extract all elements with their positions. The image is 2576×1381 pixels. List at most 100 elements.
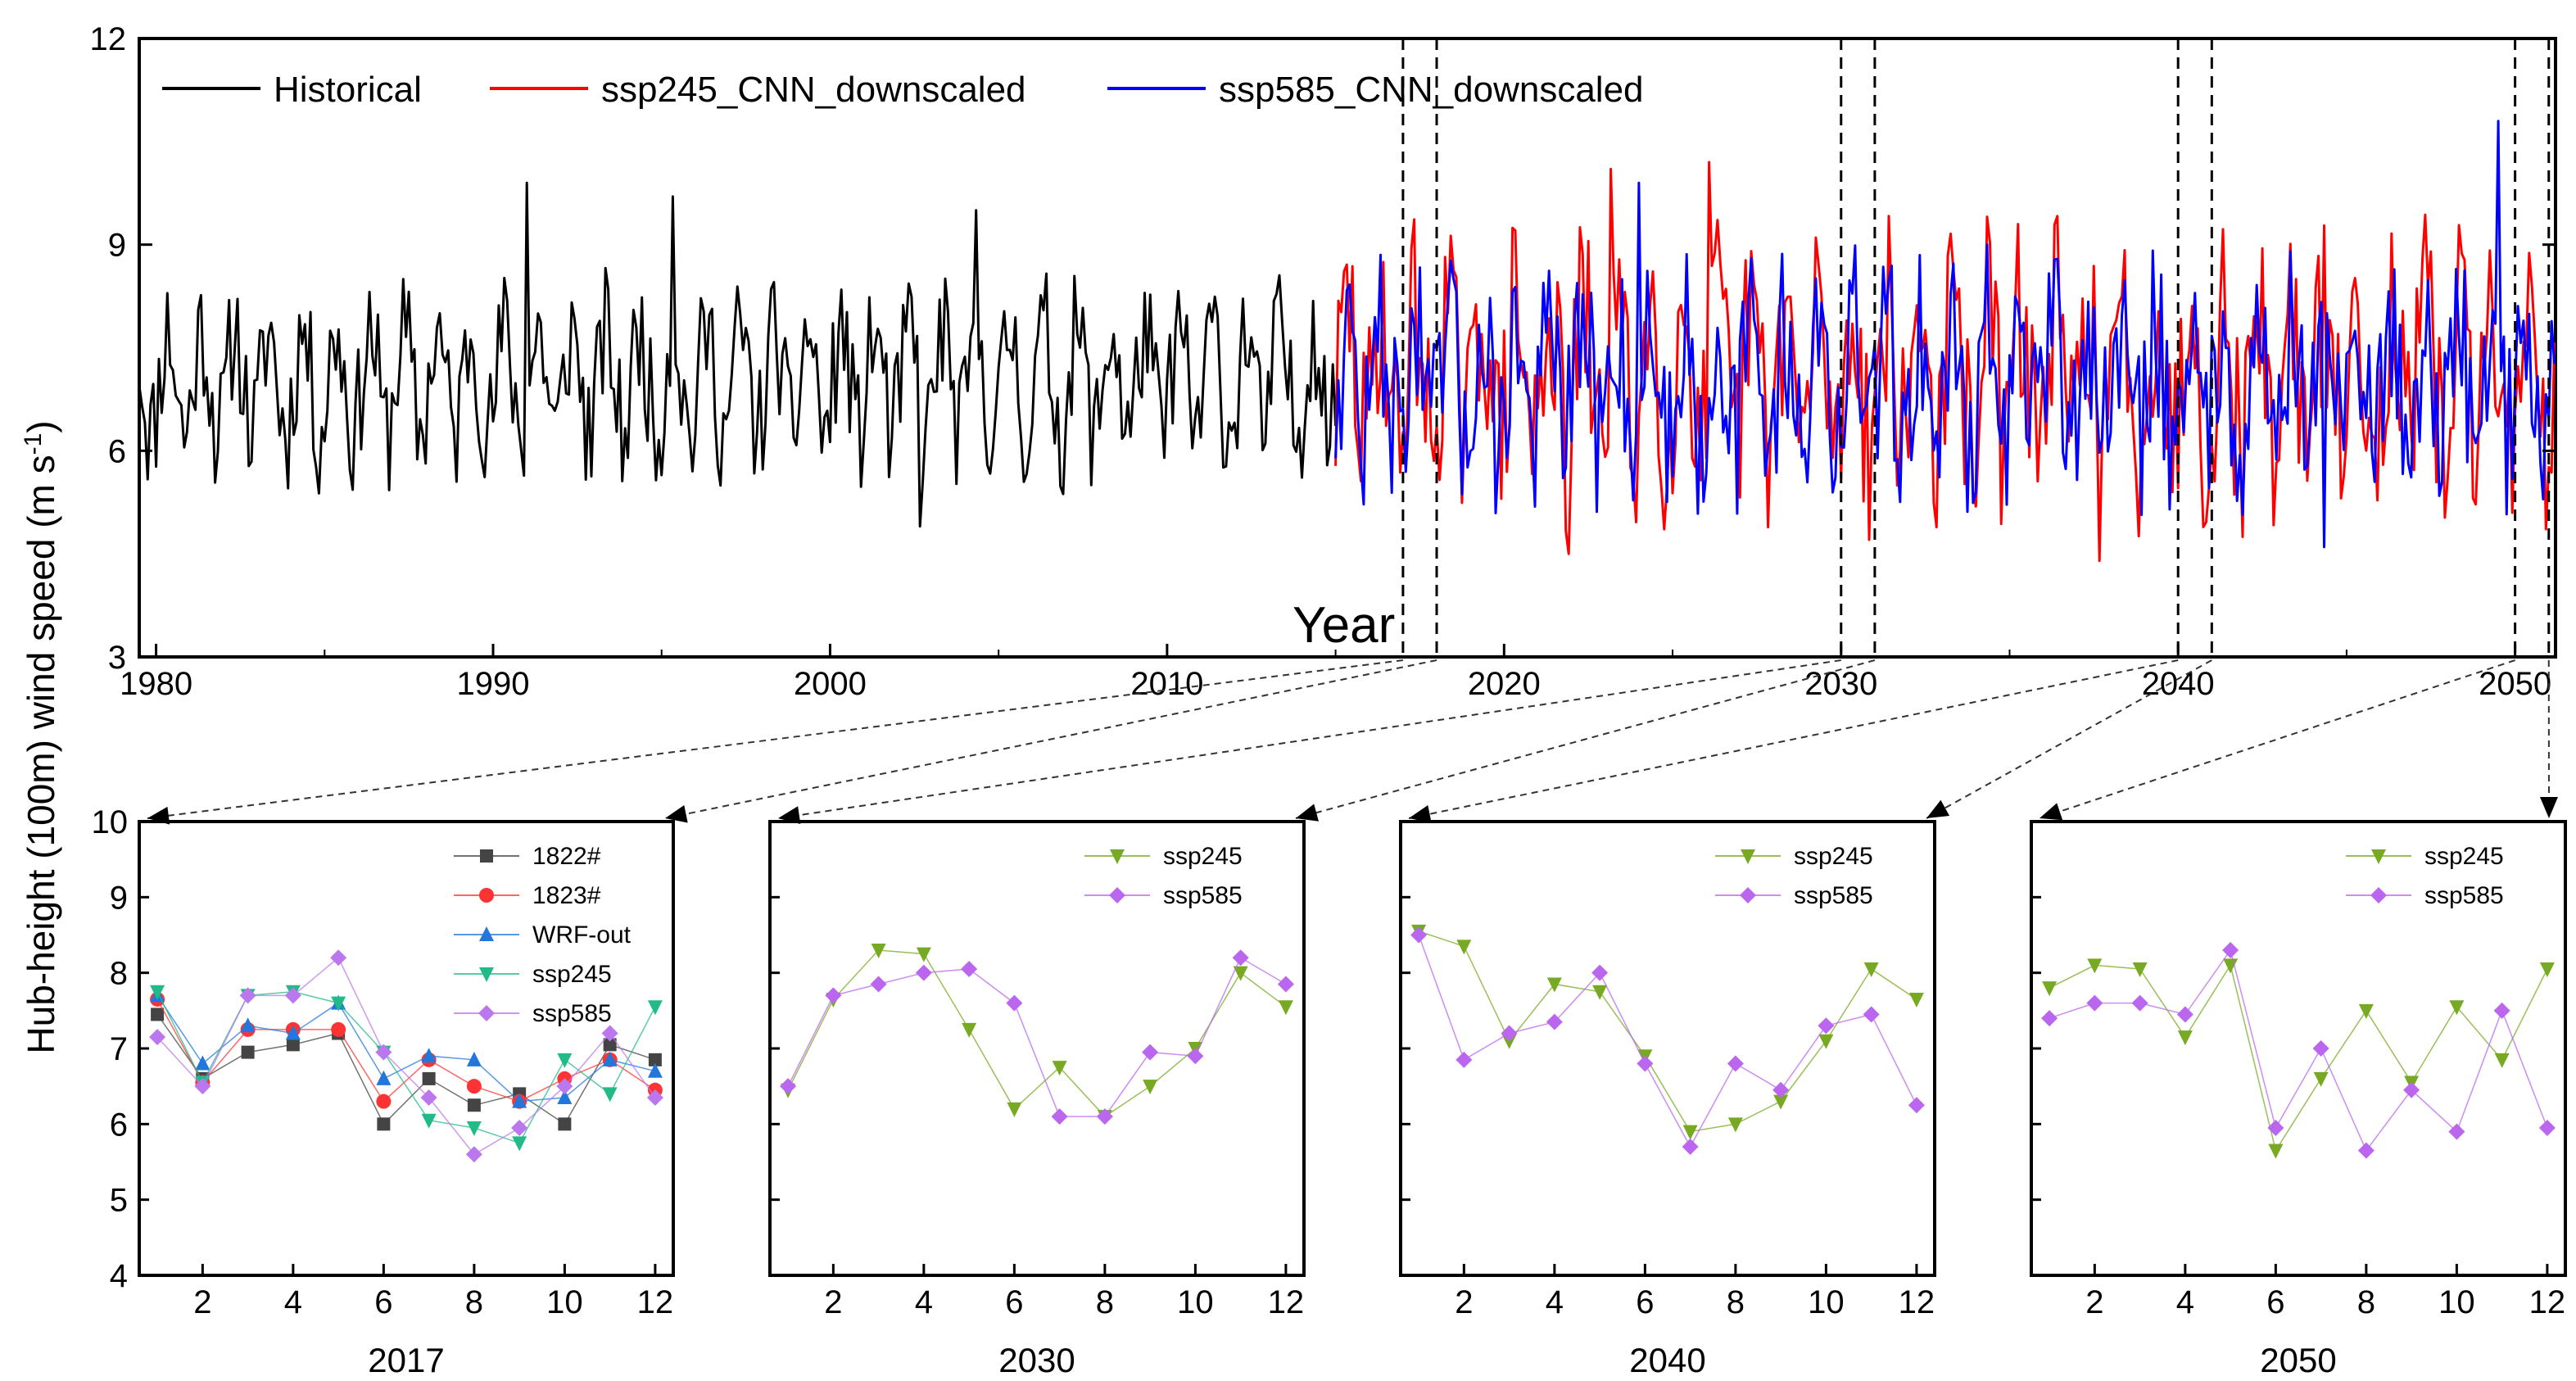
point-wrf-out-m6 [376, 1070, 392, 1085]
point-ssp585-m10 [2448, 1123, 2465, 1140]
legend-label-ssp245: ssp245 [1163, 843, 1243, 870]
connector-right-2017 [664, 659, 1437, 819]
point-ssp585-m8 [1727, 1055, 1744, 1072]
legend-label-ssp245: ssp245_CNN_downscaled [601, 70, 1026, 110]
point-ssp245-m1 [150, 985, 165, 1000]
point-ssp585-m1 [149, 1029, 166, 1046]
point-ssp245-m7 [1052, 1061, 1067, 1076]
point-ssp585-m6 [1637, 1055, 1654, 1072]
series-line-ssp245 [787, 949, 1287, 1118]
panel-y-tick-label-10: 10 [92, 804, 129, 840]
panel-x-tick-label-2: 2 [1455, 1284, 1473, 1320]
legend-label-ssp585: ssp585_CNN_downscaled [1219, 70, 1644, 110]
main-y-ticks: 3 6 9 12 [90, 21, 2556, 676]
point-ssp245-m4 [916, 947, 931, 962]
point-ssp585-m3 [1501, 1025, 1518, 1042]
point-ssp245-m3 [1501, 1034, 1517, 1049]
y-tick-label-6: 6 [108, 433, 126, 469]
legend-label-ssp585: ssp585 [1794, 882, 1873, 909]
panel-x-tick-label-10: 10 [1177, 1284, 1214, 1320]
legend-marker-ssp245 [479, 967, 494, 982]
connector-arrow-2040-left [1409, 804, 1432, 823]
panel-2040: 2 4 6 8 10 12 2040 ssp245 ssp585 [1399, 820, 1936, 1379]
panel-x-tick-label-4: 4 [1546, 1284, 1564, 1320]
point-ssp585-m1 [1410, 926, 1428, 944]
connector-right-2030 [1295, 659, 1876, 819]
legend-label-ssp585: ssp585 [1163, 882, 1243, 909]
panel-x-tick-label-12: 12 [2529, 1284, 2566, 1320]
legend-marker-ssp245 [1741, 849, 1755, 864]
point-ssp245-m3 [2132, 962, 2148, 978]
x-tick-label-2040: 2040 [2142, 666, 2215, 702]
point-ssp585-m6 [375, 1044, 392, 1061]
panel-x-tick-label-8: 8 [1096, 1284, 1114, 1320]
panel-x-tick-label-10: 10 [1808, 1284, 1845, 1320]
panel-x-tick-label-8: 8 [465, 1284, 483, 1320]
point-ssp585-m12 [1277, 976, 1294, 993]
legend-label-1823: 1823# [532, 882, 601, 909]
panel-x-tick-label-12: 12 [1899, 1284, 1935, 1320]
point-ssp585-m11 [601, 1025, 618, 1042]
main-x-axis-label: Year [1293, 597, 1395, 654]
point-ssp585-m4 [1546, 1013, 1563, 1030]
point-ssp245-m5 [331, 996, 346, 1012]
panel-2050: 2 4 6 8 10 12 2050 ssp245 ssp585 [2030, 820, 2567, 1379]
point-ssp245-m1 [2042, 981, 2058, 997]
point-ssp585-m2 [194, 1078, 211, 1095]
point-ssp245-m4 [1546, 977, 1562, 993]
point-ssp585-m5 [1591, 964, 1609, 981]
connector-arrow-2017-right [665, 805, 688, 823]
point-ssp245-m10 [557, 1053, 573, 1068]
connector-left-2017 [147, 659, 1404, 819]
connector-arrow-2050-right [2539, 796, 2558, 818]
point-ssp585-m4 [915, 964, 932, 981]
panel-2030: 2 4 6 8 10 12 2030 ssp245 ssp585 [768, 820, 1306, 1379]
point-ssp245-m8 [466, 1121, 482, 1136]
point-ssp245-m12 [2539, 962, 2555, 978]
legend-label-ssp585: ssp585 [532, 1000, 612, 1027]
point-wrf-out-m2 [195, 1055, 211, 1071]
connector-arrow-2030-right [1296, 804, 1319, 822]
series-line-ssp245 [2049, 963, 2548, 1152]
x-tick-label-1990: 1990 [457, 666, 530, 702]
point-ssp585-m7 [1682, 1139, 1699, 1156]
point-ssp245-m5 [1592, 985, 1608, 1000]
point-1822-m4 [286, 1038, 300, 1052]
series-line-ssp585 [156, 957, 656, 1156]
point-ssp585-m8 [2357, 1142, 2375, 1159]
panel-y-tick-label-7: 7 [110, 1031, 128, 1067]
point-ssp585-m3 [870, 976, 887, 993]
point-ssp585-m4 [284, 987, 301, 1004]
main-x-ticks: 1980 1990 2000 2010 2020 2030 2040 2050 [120, 644, 2551, 702]
point-wrf-out-m9 [512, 1093, 527, 1108]
point-ssp585-m4 [2176, 1006, 2193, 1023]
point-1822-m3 [241, 1045, 255, 1059]
point-ssp585-m9 [1142, 1044, 1159, 1061]
point-ssp585-m10 [1818, 1017, 1835, 1035]
y-tick-label-9: 9 [108, 228, 126, 264]
panel-year-label: 2030 [998, 1341, 1075, 1379]
highlight-year-markers [1401, 38, 2551, 657]
point-ssp585-m9 [1772, 1081, 1790, 1098]
legend-marker-ssp245 [1110, 849, 1125, 864]
x-tick-label-2030: 2030 [1804, 666, 1877, 702]
series-line-wrf-out [156, 994, 656, 1103]
panel-x-tick-label-4: 4 [915, 1284, 933, 1320]
main-timeseries-chart: 1980 1990 2000 2010 2020 2030 2040 2050 3 6 9 12 Y… [90, 21, 2557, 702]
point-ssp245-m11 [1863, 962, 1879, 978]
connector-arrow-2040-right [1926, 799, 1950, 818]
point-1822-m1 [151, 1007, 165, 1021]
y-tick-label-3: 3 [108, 640, 126, 676]
panel-y-tick-label-9: 9 [110, 880, 128, 916]
connector-left-2030 [777, 659, 1841, 819]
connector-arrow-2050-left [2040, 803, 2063, 821]
point-ssp585-m9 [511, 1119, 528, 1136]
y-tick-label-12: 12 [90, 21, 127, 57]
point-ssp585-m9 [2403, 1081, 2420, 1098]
main-legend: Historical ssp245_CNN_downscaled ssp585_… [162, 70, 1644, 110]
point-ssp585-m7 [2312, 1040, 2329, 1057]
point-ssp585-m8 [1096, 1108, 1113, 1125]
point-ssp245-m11 [1233, 966, 1248, 981]
point-ssp245-m8 [1727, 1117, 1743, 1133]
point-ssp585-m8 [465, 1146, 482, 1163]
